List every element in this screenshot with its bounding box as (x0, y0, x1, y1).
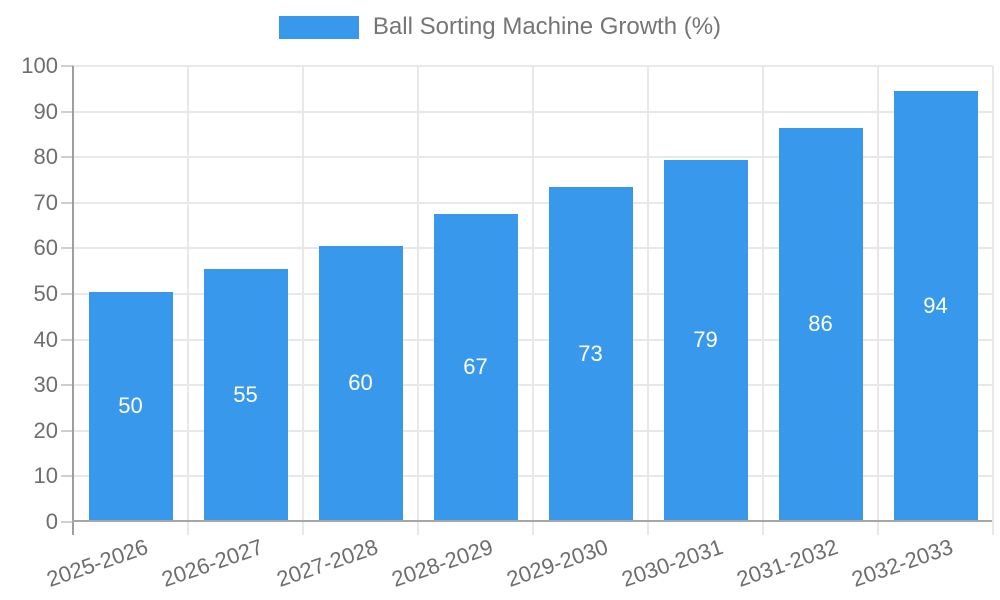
gridline-vertical (992, 66, 994, 535)
bar[interactable]: 73 (548, 187, 633, 520)
y-axis-label: 50 (33, 281, 58, 306)
chart-legend[interactable]: Ball Sorting Machine Growth (%) (0, 13, 1000, 41)
y-axis-label: 90 (33, 98, 58, 124)
bar-value-label: 79 (693, 327, 718, 352)
x-axis-label: 2026-2027 (158, 534, 266, 592)
gridline-vertical (877, 66, 879, 535)
bar[interactable]: 86 (778, 128, 863, 520)
bar[interactable]: 94 (893, 91, 978, 520)
y-axis-label: 0 (45, 509, 58, 534)
x-axis-line (72, 520, 992, 522)
bar-value-label: 60 (348, 370, 373, 395)
x-axis-label: 2025-2026 (43, 534, 151, 592)
y-axis-label: 100 (21, 53, 58, 78)
y-axis-tick (61, 110, 73, 113)
y-axis-line (72, 66, 74, 535)
bar-value-label: 50 (118, 393, 143, 418)
y-axis-tick (61, 384, 73, 387)
x-axis-label: 2027-2028 (273, 534, 381, 592)
gridline-vertical (647, 66, 649, 535)
gridline-vertical (417, 66, 419, 535)
y-axis-label: 70 (33, 189, 58, 215)
y-axis-label: 10 (33, 463, 58, 489)
gridline-vertical (762, 66, 764, 535)
x-axis-label: 2030-2031 (618, 534, 726, 592)
y-axis-tick (61, 201, 73, 204)
bar[interactable]: 50 (88, 292, 173, 520)
y-axis-tick (61, 156, 73, 159)
bar[interactable]: 60 (318, 246, 403, 520)
bar-value-label: 73 (578, 340, 603, 366)
bar[interactable]: 79 (663, 160, 748, 520)
x-axis-label: 2031-2032 (733, 534, 841, 592)
y-axis-tick (61, 65, 73, 68)
y-axis-tick (61, 338, 73, 341)
bar-value-label: 94 (923, 292, 948, 318)
y-axis-tick (61, 293, 73, 295)
y-axis-tick (61, 521, 73, 523)
bar-value-label: 67 (463, 354, 488, 379)
y-axis-label: 40 (33, 326, 58, 352)
x-axis-label: 2032-2033 (848, 534, 956, 592)
y-axis-tick (61, 475, 73, 478)
y-axis-tick (61, 247, 73, 250)
bar[interactable]: 67 (433, 214, 518, 520)
y-axis-label: 30 (33, 372, 58, 398)
y-axis-label: 60 (33, 235, 58, 261)
y-axis-label: 80 (33, 144, 58, 170)
legend-swatch (278, 15, 359, 39)
bar-value-label: 55 (233, 381, 258, 407)
gridline-vertical (532, 66, 534, 535)
x-axis-label: 2028-2029 (388, 534, 496, 592)
bar-value-label: 86 (808, 311, 833, 336)
y-axis-label: 20 (33, 417, 58, 443)
y-axis-tick (61, 429, 73, 432)
plot-area: 50 55 60 67 73 79 86 94 (61, 65, 994, 535)
bar[interactable]: 55 (203, 269, 288, 520)
gridline-vertical (187, 66, 189, 535)
x-axis-label: 2029-2030 (503, 534, 611, 592)
legend-label: Ball Sorting Machine Growth (%) (372, 13, 722, 40)
gridline-vertical (302, 66, 304, 535)
